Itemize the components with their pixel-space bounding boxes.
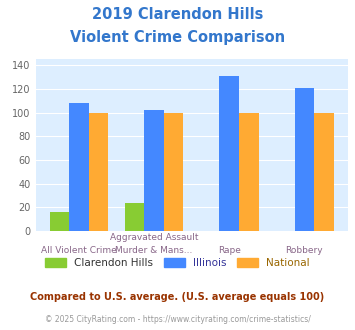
Bar (144, 110, 164, 231)
Legend: Clarendon Hills, Illinois, National: Clarendon Hills, Illinois, National (45, 258, 310, 268)
Bar (314, 113, 334, 231)
Text: © 2025 CityRating.com - https://www.cityrating.com/crime-statistics/: © 2025 CityRating.com - https://www.city… (45, 315, 310, 324)
Text: Rape: Rape (218, 246, 241, 255)
Bar (295, 88, 314, 231)
Bar (89, 113, 108, 231)
Text: Robbery: Robbery (285, 246, 323, 255)
Bar (164, 113, 184, 231)
Bar (50, 212, 69, 231)
Text: 2019 Clarendon Hills: 2019 Clarendon Hills (92, 7, 263, 21)
Bar (125, 203, 144, 231)
Text: Murder & Mans...: Murder & Mans... (115, 246, 193, 255)
Text: All Violent Crime: All Violent Crime (41, 246, 117, 255)
Bar (239, 113, 258, 231)
Text: Aggravated Assault: Aggravated Assault (110, 233, 198, 242)
Bar (219, 76, 239, 231)
Bar (69, 103, 89, 231)
Text: Violent Crime Comparison: Violent Crime Comparison (70, 30, 285, 45)
Text: Compared to U.S. average. (U.S. average equals 100): Compared to U.S. average. (U.S. average … (31, 292, 324, 302)
